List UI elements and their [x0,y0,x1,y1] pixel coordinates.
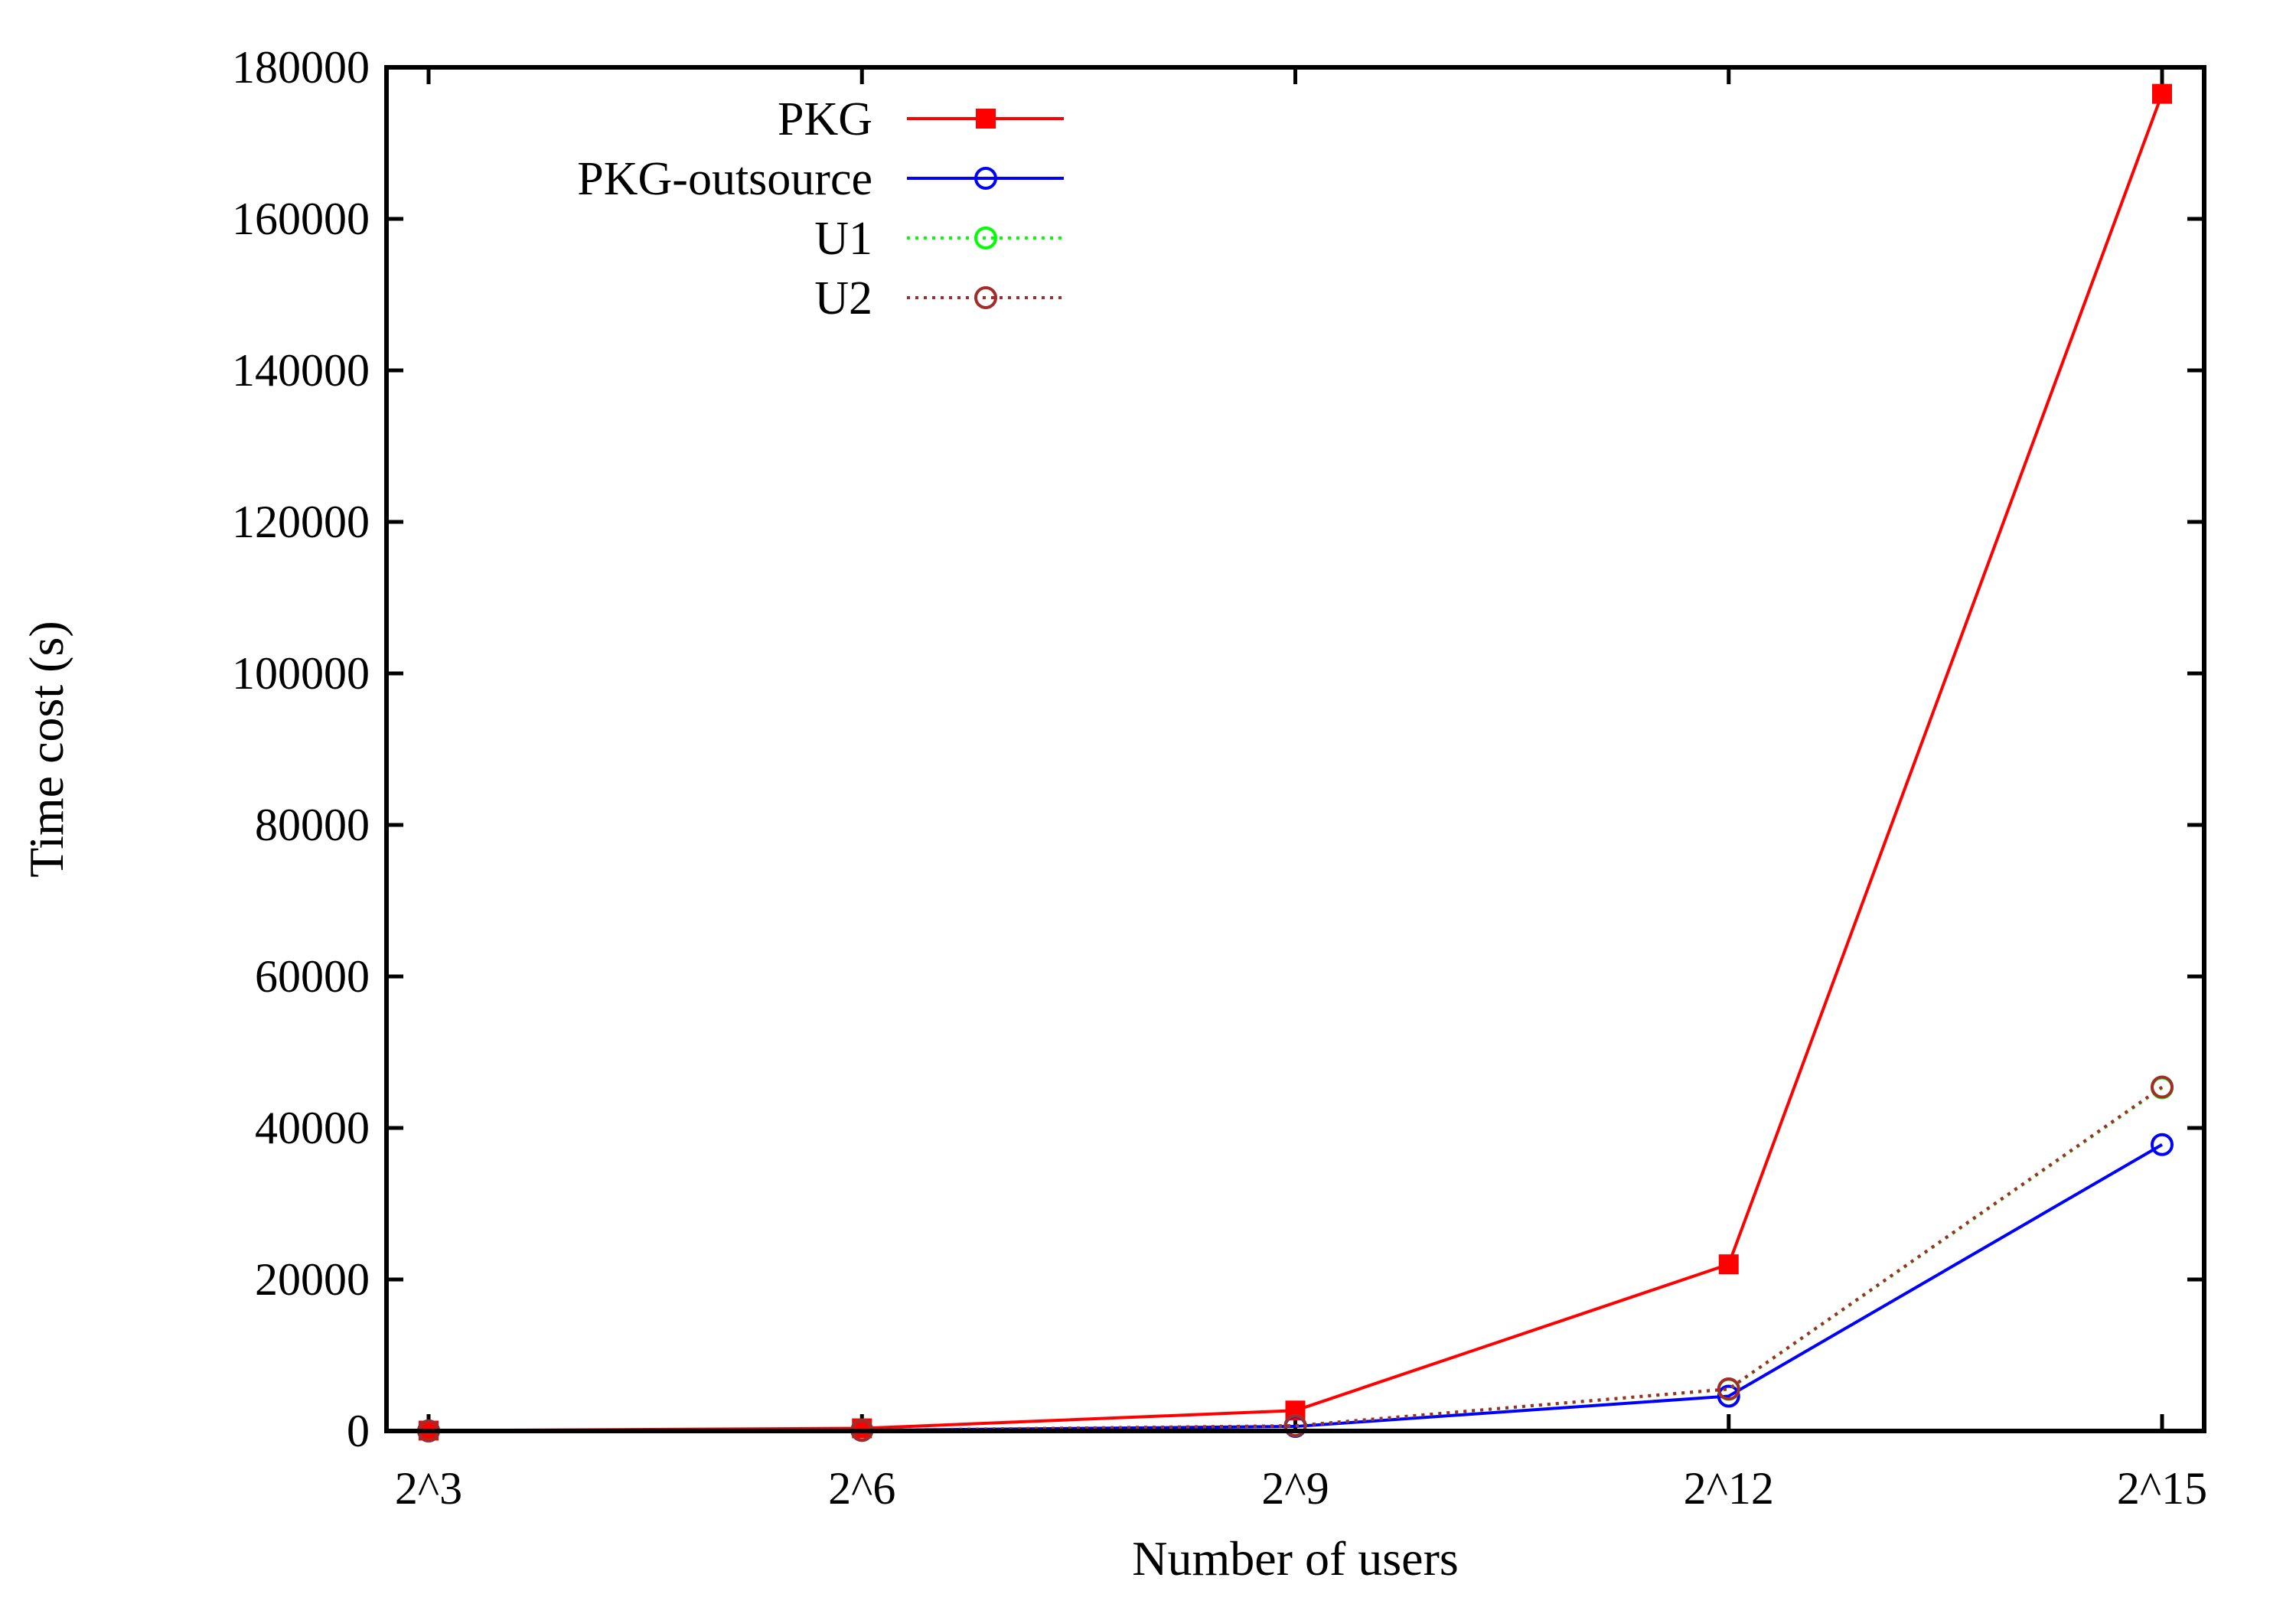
y-tick-label: 40000 [255,1103,370,1153]
legend-label: PKG-outsource [577,153,872,205]
series-layer [417,83,2174,1442]
legend-swatch-marker [976,109,996,129]
y-tick-label: 140000 [232,345,370,396]
series-pkg-outsource [417,1133,2174,1442]
series-line-pkg [428,93,2164,1433]
data-point-pkg-outsource [2151,1133,2174,1156]
data-point-pkg-outsource [1717,1384,1740,1408]
series-line-u2 [428,1085,2164,1433]
legend-item-u1: U1 [814,213,1064,265]
y-axis-title: Time cost (s) [19,621,73,877]
x-axis-title: Number of users [1132,1531,1459,1586]
legend-label: PKG [778,93,872,145]
series-line-u1 [428,1086,2164,1433]
y-tick-label: 100000 [232,648,370,699]
legend-item-pkg-outsource: PKG-outsource [577,153,1064,205]
data-point-pkg [1718,1254,1739,1275]
y-tick-label: 0 [347,1406,370,1456]
legend: PKG PKG-outsource U1 U2 [577,93,1064,324]
x-tick-label: 2^3 [395,1463,462,1514]
data-point-pkg [2152,83,2172,104]
y-tick-label: 180000 [232,42,370,93]
data-point-u2 [1717,1377,1740,1401]
legend-swatch-marker [974,167,997,190]
data-point-u2 [1283,1414,1307,1438]
y-tick-label: 20000 [255,1254,370,1305]
x-tick-label: 2^6 [828,1463,895,1514]
y-tick-label: 80000 [255,800,370,850]
plot-frame [384,65,2206,1433]
legend-label: U2 [814,272,872,324]
legend-label: U1 [814,213,872,265]
legend-item-u2: U2 [814,272,1064,324]
series-line-pkg-outsource [428,1143,2164,1433]
series-u2 [417,1075,2174,1442]
series-pkg [419,83,2172,1441]
legend-swatch-marker [974,227,997,249]
x-tick-label: 2^9 [1261,1463,1329,1514]
y-tick-label: 160000 [232,194,370,244]
axis-ticks: 0 20000 40000 60000 80000 100000 120000 140000 1… [232,42,2207,1514]
x-tick-label: 2^15 [2117,1463,2207,1514]
legend-swatch-marker [974,286,997,309]
series-u1 [417,1076,2174,1442]
data-point-u2 [2151,1075,2174,1099]
y-tick-label: 60000 [255,951,370,1002]
y-tick-label: 120000 [232,497,370,547]
legend-item-pkg: PKG [778,93,1064,145]
x-tick-label: 2^12 [1684,1463,1774,1514]
